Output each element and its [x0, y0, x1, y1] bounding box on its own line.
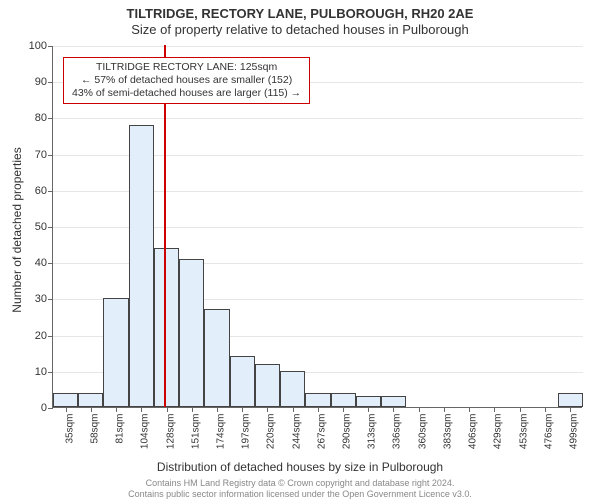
x-tick-label: 104sqm — [139, 414, 150, 450]
y-tick-mark — [48, 227, 53, 228]
y-tick-mark — [48, 408, 53, 409]
y-tick-mark — [48, 118, 53, 119]
footer-line-1: Contains HM Land Registry data © Crown c… — [0, 478, 600, 488]
y-tick-label: 100 — [19, 40, 47, 52]
y-tick-label: 10 — [19, 366, 47, 378]
x-tick-label: 35sqm — [64, 414, 75, 444]
x-tick-label: 360sqm — [418, 414, 429, 450]
x-tick-mark — [343, 407, 344, 412]
x-tick-mark — [141, 407, 142, 412]
histogram-bar — [154, 248, 179, 407]
y-tick-label: 80 — [19, 112, 47, 124]
y-tick-mark — [48, 336, 53, 337]
y-tick-label: 20 — [19, 330, 47, 342]
x-tick-mark — [167, 407, 168, 412]
y-tick-mark — [48, 299, 53, 300]
y-tick-label: 90 — [19, 76, 47, 88]
grid-line — [53, 118, 583, 119]
histogram-bar — [103, 298, 128, 407]
y-tick-mark — [48, 155, 53, 156]
histogram-bar — [129, 125, 154, 407]
histogram-bar — [204, 309, 229, 407]
histogram-bar — [331, 393, 356, 407]
histogram-bar — [305, 393, 330, 407]
annotation-line-2: ← 57% of detached houses are smaller (15… — [72, 74, 301, 87]
x-axis-label: Distribution of detached houses by size … — [0, 460, 600, 474]
histogram-bar — [230, 356, 255, 407]
x-tick-mark — [66, 407, 67, 412]
x-tick-mark — [393, 407, 394, 412]
y-tick-label: 60 — [19, 185, 47, 197]
x-tick-mark — [116, 407, 117, 412]
footer-line-2: Contains public sector information licen… — [0, 489, 600, 499]
x-tick-mark — [91, 407, 92, 412]
x-tick-mark — [318, 407, 319, 412]
y-tick-mark — [48, 191, 53, 192]
x-tick-label: 128sqm — [165, 414, 176, 450]
annotation-line-1: TILTRIDGE RECTORY LANE: 125sqm — [72, 61, 301, 74]
x-tick-mark — [293, 407, 294, 412]
histogram-bar — [280, 371, 305, 407]
x-tick-mark — [419, 407, 420, 412]
x-tick-label: 220sqm — [265, 414, 276, 450]
x-tick-label: 429sqm — [493, 414, 504, 450]
x-tick-label: 476sqm — [544, 414, 555, 450]
x-tick-label: 290sqm — [342, 414, 353, 450]
chart-area: TILTRIDGE RECTORY LANE: 125sqm ← 57% of … — [52, 46, 582, 428]
histogram-bar — [558, 393, 583, 407]
y-tick-label: 0 — [19, 402, 47, 414]
x-tick-label: 244sqm — [291, 414, 302, 450]
x-tick-mark — [217, 407, 218, 412]
x-tick-label: 406sqm — [468, 414, 479, 450]
title-block: TILTRIDGE, RECTORY LANE, PULBOROUGH, RH2… — [0, 0, 600, 37]
annotation-box: TILTRIDGE RECTORY LANE: 125sqm ← 57% of … — [63, 57, 310, 104]
footer-attribution: Contains HM Land Registry data © Crown c… — [0, 478, 600, 499]
y-tick-label: 70 — [19, 149, 47, 161]
x-tick-mark — [267, 407, 268, 412]
x-tick-mark — [469, 407, 470, 412]
x-tick-label: 383sqm — [443, 414, 454, 450]
y-tick-mark — [48, 263, 53, 264]
x-tick-mark — [368, 407, 369, 412]
plot-area: TILTRIDGE RECTORY LANE: 125sqm ← 57% of … — [52, 46, 582, 408]
x-tick-label: 336sqm — [392, 414, 403, 450]
x-tick-mark — [545, 407, 546, 412]
x-tick-mark — [494, 407, 495, 412]
histogram-bar — [255, 364, 280, 407]
x-tick-label: 197sqm — [240, 414, 251, 450]
histogram-bar — [381, 396, 406, 407]
x-tick-label: 313sqm — [367, 414, 378, 450]
x-tick-mark — [570, 407, 571, 412]
x-tick-mark — [520, 407, 521, 412]
histogram-bar — [53, 393, 78, 407]
histogram-bar — [356, 396, 381, 407]
x-tick-label: 81sqm — [114, 414, 125, 444]
x-tick-label: 58sqm — [89, 414, 100, 444]
x-tick-label: 267sqm — [317, 414, 328, 450]
y-tick-label: 30 — [19, 293, 47, 305]
histogram-bar — [179, 259, 204, 407]
y-tick-mark — [48, 372, 53, 373]
annotation-line-3: 43% of semi-detached houses are larger (… — [72, 87, 301, 100]
grid-line — [53, 46, 583, 47]
y-tick-mark — [48, 82, 53, 83]
x-tick-mark — [242, 407, 243, 412]
chart-title: TILTRIDGE, RECTORY LANE, PULBOROUGH, RH2… — [0, 6, 600, 21]
x-tick-label: 151sqm — [190, 414, 201, 450]
x-tick-label: 174sqm — [215, 414, 226, 450]
y-tick-label: 40 — [19, 257, 47, 269]
chart-subtitle: Size of property relative to detached ho… — [0, 22, 600, 37]
histogram-bar — [78, 393, 103, 407]
x-tick-label: 453sqm — [519, 414, 530, 450]
x-tick-mark — [192, 407, 193, 412]
x-tick-label: 499sqm — [569, 414, 580, 450]
y-tick-label: 50 — [19, 221, 47, 233]
y-tick-mark — [48, 46, 53, 47]
x-tick-mark — [444, 407, 445, 412]
